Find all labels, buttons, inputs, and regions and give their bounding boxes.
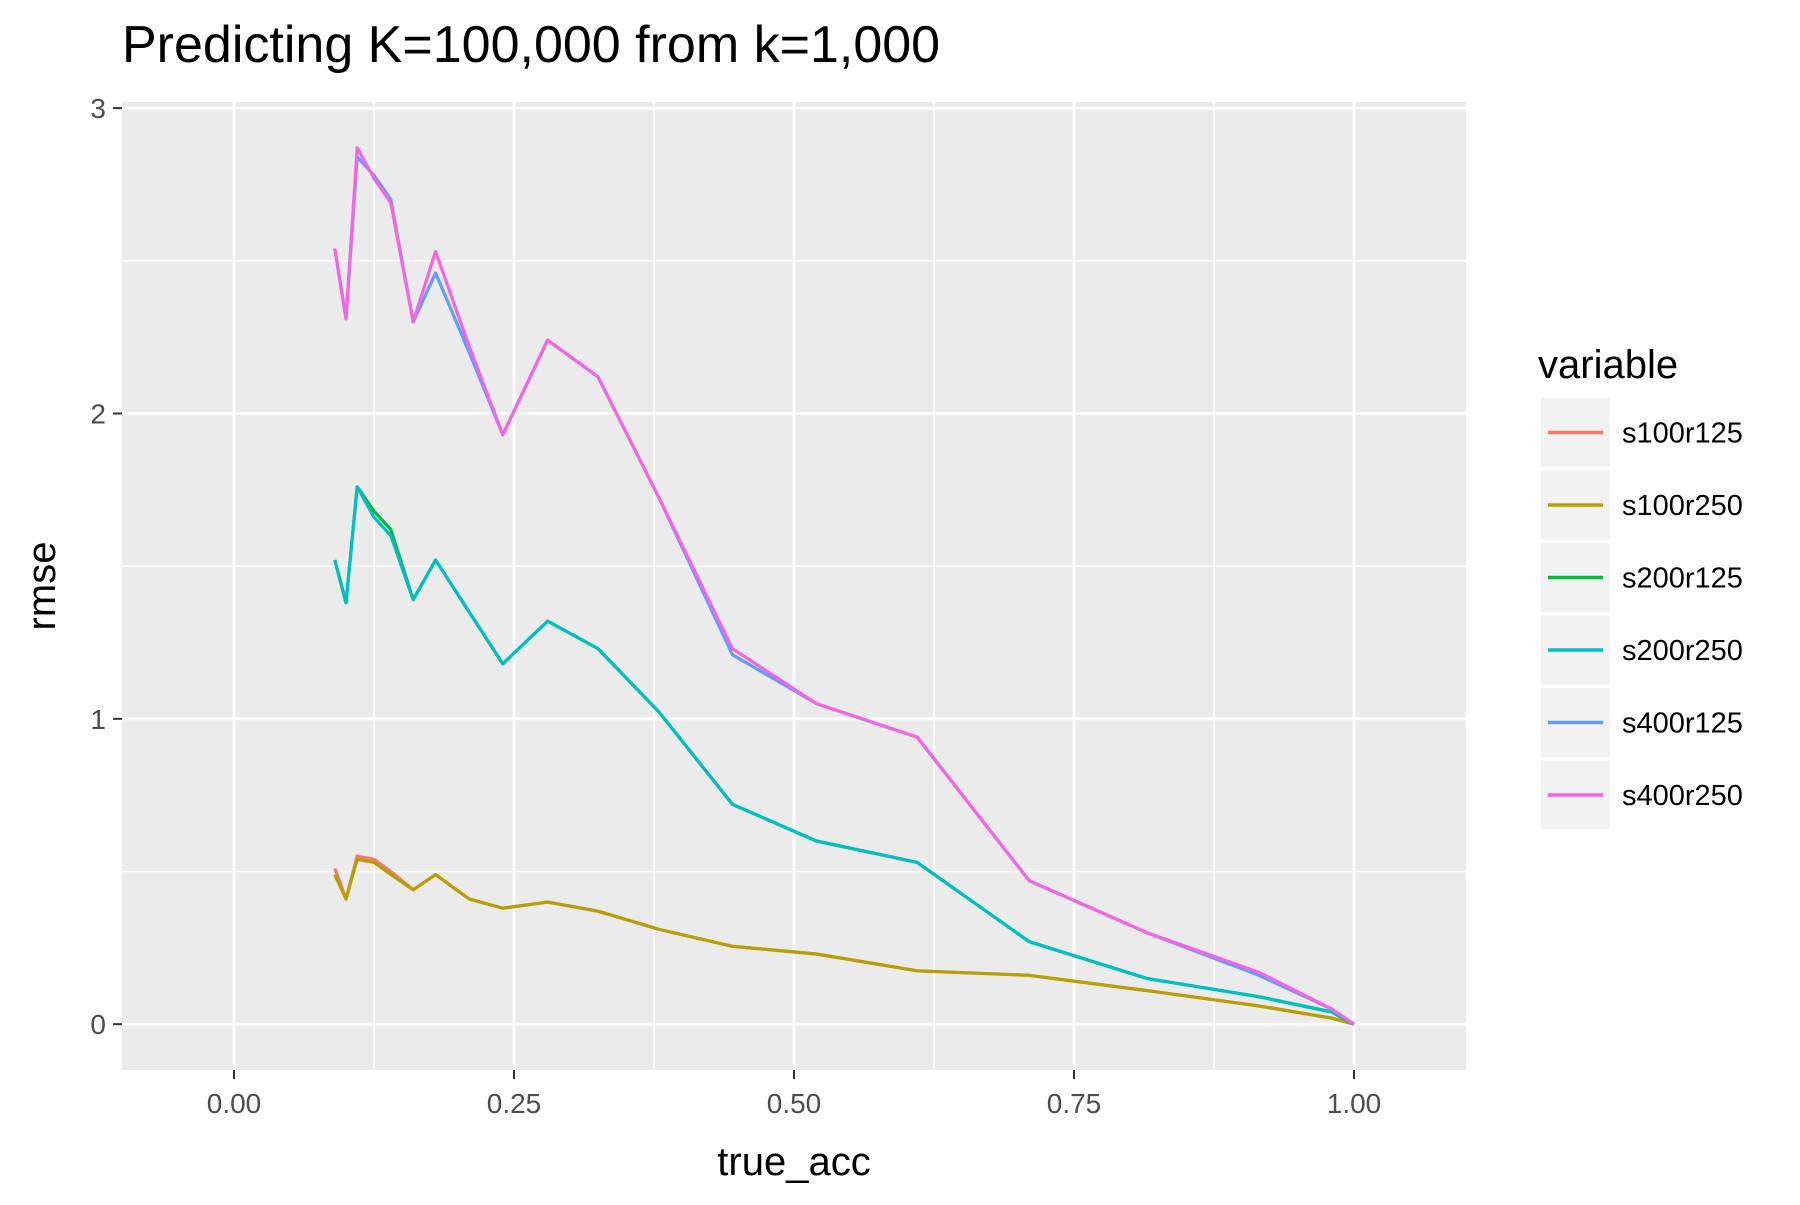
major-gridlines — [122, 102, 1466, 1070]
y-axis-title: rmse — [20, 542, 64, 631]
x-tick-label: 0.50 — [767, 1088, 822, 1119]
legend-label-s200r125: s200r125 — [1622, 563, 1743, 595]
y-tick-label: 1 — [90, 704, 106, 735]
x-axis-title: true_acc — [717, 1140, 870, 1184]
series-lines — [333, 146, 1355, 1026]
legend-label-s200r250: s200r250 — [1622, 635, 1743, 667]
x-tick-label: 0.00 — [207, 1088, 262, 1119]
legend-label-s400r125: s400r125 — [1622, 708, 1743, 740]
series-line-s200r250 — [333, 485, 1355, 1026]
legend-label-s100r125: s100r125 — [1622, 418, 1743, 450]
series-line-s400r250 — [333, 146, 1355, 1026]
y-tick-label: 2 — [90, 398, 106, 429]
x-tick-label: 0.75 — [1047, 1088, 1102, 1119]
x-tick-label: 0.25 — [487, 1088, 542, 1119]
legend-title: variable — [1538, 343, 1678, 387]
chart-title: Predicting K=100,000 from k=1,000 — [122, 16, 940, 74]
legend-label-s100r250: s100r250 — [1622, 490, 1743, 522]
legend: variable s100r125 s100r250 s200r125 s200r25… — [1538, 343, 1743, 830]
y-tick-label: 3 — [90, 93, 106, 124]
x-tick-label: 1.00 — [1327, 1088, 1382, 1119]
y-axis: 0 1 2 3 — [90, 93, 122, 1040]
series-line-s100r250 — [333, 857, 1355, 1026]
x-axis: 0.00 0.25 0.50 0.75 1.00 — [207, 1070, 1382, 1119]
legend-label-s400r250: s400r250 — [1622, 780, 1743, 812]
y-tick-label: 0 — [90, 1009, 106, 1040]
